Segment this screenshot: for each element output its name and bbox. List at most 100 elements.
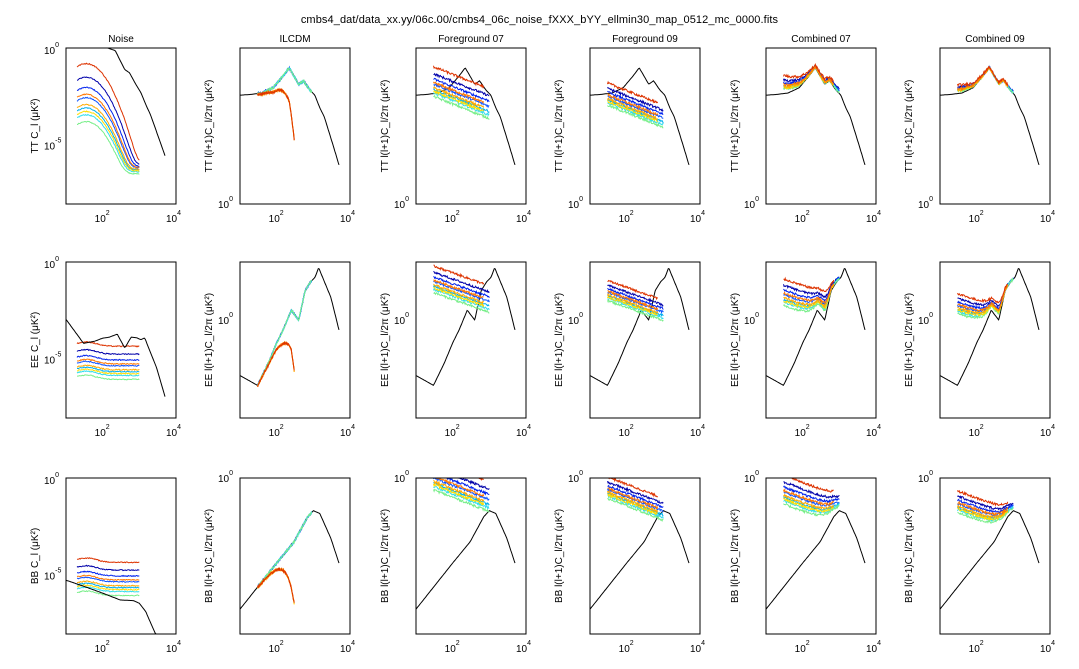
axes-frame <box>415 477 527 635</box>
x-tick-label: 104 <box>166 210 181 225</box>
series-line <box>433 291 490 314</box>
series-line <box>77 374 140 381</box>
plot-area <box>766 62 866 166</box>
series-line <box>257 567 295 603</box>
theory-line <box>240 510 340 610</box>
theory-line <box>590 267 690 386</box>
series-line <box>607 290 659 311</box>
series-line <box>433 485 490 510</box>
x-tick-label: 102 <box>969 210 984 225</box>
series-line <box>76 360 140 367</box>
y-tick-label: 100 <box>394 312 409 327</box>
series-line <box>76 340 140 348</box>
series-line <box>433 488 490 513</box>
theory-line <box>66 579 165 634</box>
theory-line <box>590 67 690 166</box>
x-tick-label: 104 <box>1040 424 1055 439</box>
series-line <box>257 87 295 141</box>
theory-line <box>766 67 866 166</box>
y-axis-label: EE l(l+1)C_l/2π (μK²) <box>904 293 915 387</box>
axes-frame <box>765 477 877 635</box>
series-line <box>76 110 140 172</box>
y-axis-label: BB l(l+1)C_l/2π (μK²) <box>380 509 391 603</box>
series-line <box>783 481 840 499</box>
panel-tt-3: Foreground 09 102 104 100 TT l(l+1)C_l/2π (μ… <box>554 34 705 225</box>
x-tick-label: 102 <box>969 640 984 655</box>
series-line <box>433 65 485 89</box>
y-tick-label: 100 <box>394 470 409 485</box>
y-axis-label: TT l(l+1)C_l/2π (μK²) <box>904 80 915 173</box>
series-line <box>76 564 140 572</box>
panel-bb-0: 102 104 100 10-5BB C_l (μK²) <box>30 472 181 655</box>
plot-area <box>940 64 1040 166</box>
series-line <box>76 574 140 581</box>
series-line <box>433 483 485 506</box>
column-title: Foreground 09 <box>612 34 678 45</box>
series-line <box>607 295 658 317</box>
series-line <box>957 507 1009 521</box>
series-line <box>783 285 835 310</box>
theory-line <box>940 267 1040 386</box>
y-tick-label: 100 <box>394 196 409 211</box>
series-line <box>957 285 1008 312</box>
y-tick-label: 100 <box>218 470 233 485</box>
x-tick-label: 104 <box>516 424 531 439</box>
x-tick-label: 104 <box>340 210 355 225</box>
y-tick-label: 100 <box>918 196 933 211</box>
plot-area <box>590 267 690 386</box>
plot-area <box>66 557 165 634</box>
axes-frame <box>589 261 701 419</box>
y-tick-label: 10-5 <box>44 138 61 153</box>
series-line <box>957 283 1008 304</box>
y-axis-label: EE l(l+1)C_l/2π (μK²) <box>204 293 215 387</box>
series-line <box>783 478 834 493</box>
y-tick-label: 100 <box>44 472 59 487</box>
series-line <box>433 89 484 112</box>
series-line <box>433 478 485 497</box>
x-tick-label: 102 <box>795 640 810 655</box>
series-line <box>76 582 140 589</box>
series-line <box>76 76 140 165</box>
series-line <box>257 511 313 588</box>
plot-area <box>416 478 516 610</box>
panel-tt-5: Combined 09 102 104 100 TT l(l+1)C_l/2π (μK²… <box>904 34 1055 225</box>
y-tick-label: 10-5 <box>44 352 61 367</box>
x-tick-label: 104 <box>516 210 531 225</box>
series-line <box>433 77 490 103</box>
y-tick-label: 100 <box>744 196 759 211</box>
series-line <box>607 490 659 514</box>
x-tick-label: 104 <box>690 640 705 655</box>
series-line <box>76 576 140 583</box>
y-tick-label: 100 <box>568 312 583 327</box>
series-line <box>76 368 140 375</box>
plot-area <box>416 65 516 166</box>
series-line <box>76 103 140 171</box>
series-line <box>77 366 140 373</box>
y-axis-label: BB l(l+1)C_l/2π (μK²) <box>554 509 565 603</box>
x-tick-label: 102 <box>269 640 284 655</box>
plot-area <box>590 478 690 610</box>
x-tick-label: 102 <box>969 424 984 439</box>
x-tick-label: 104 <box>340 640 355 655</box>
series-line <box>607 493 659 515</box>
x-tick-label: 102 <box>445 210 460 225</box>
series-line <box>957 500 1009 517</box>
x-tick-label: 104 <box>1040 210 1055 225</box>
plot-area <box>590 67 690 166</box>
y-axis-label: TT l(l+1)C_l/2π (μK²) <box>204 80 215 173</box>
series-line <box>607 93 659 116</box>
x-tick-label: 104 <box>340 424 355 439</box>
column-title: Foreground 07 <box>438 34 504 45</box>
panel-bb-5: 102 104 100 BB l(l+1)C_l/2π (μK²) <box>904 470 1055 655</box>
x-tick-label: 104 <box>690 210 705 225</box>
axes-frame <box>939 47 1051 205</box>
column-title: Combined 09 <box>965 34 1025 45</box>
y-tick-label: 100 <box>44 256 59 271</box>
series-line <box>76 370 140 377</box>
series-line <box>783 488 835 507</box>
series-line <box>76 557 140 564</box>
y-axis-label: EE l(l+1)C_l/2π (μK²) <box>730 293 741 387</box>
y-axis-label: TT l(l+1)C_l/2π (μK²) <box>380 80 391 173</box>
y-axis-label: EE l(l+1)C_l/2π (μK²) <box>554 293 565 387</box>
